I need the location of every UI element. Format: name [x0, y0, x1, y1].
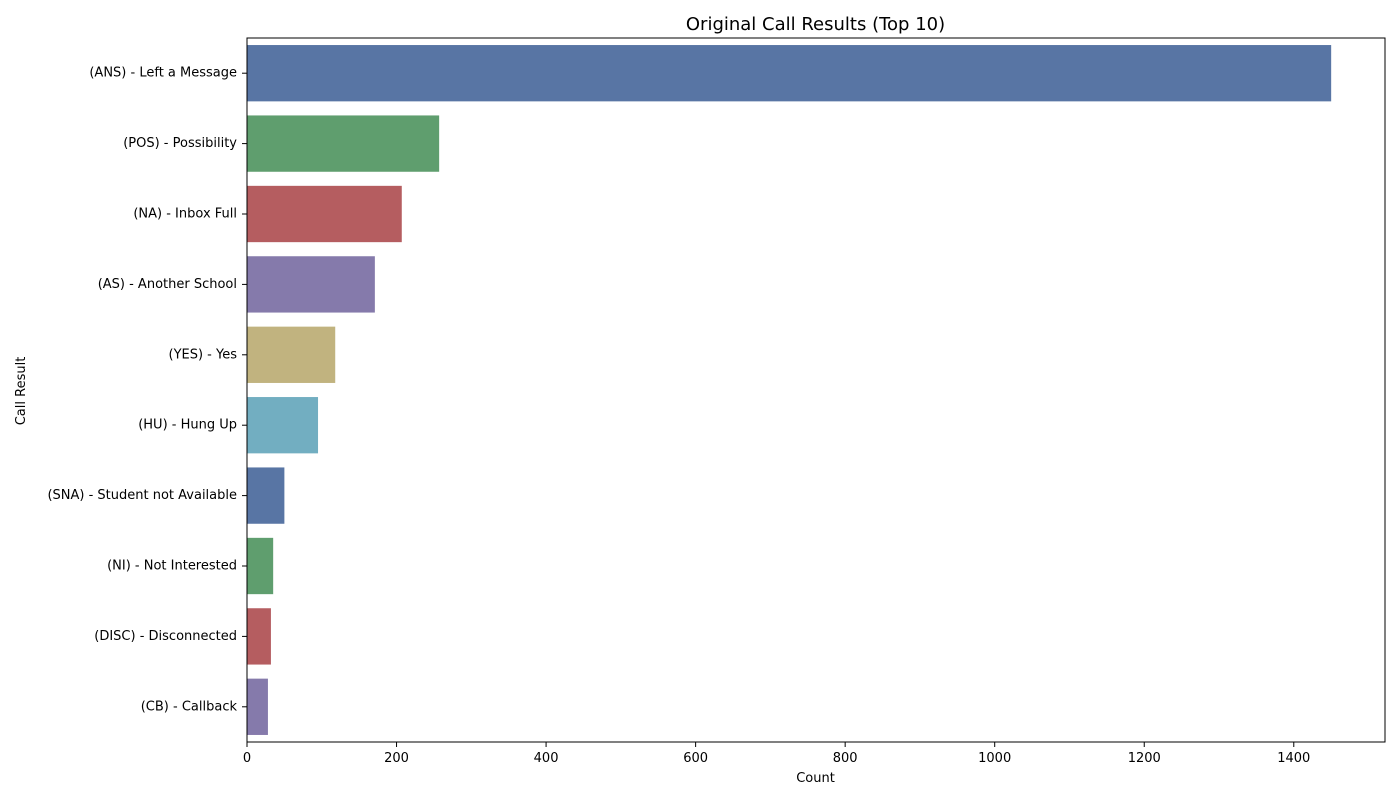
bar: [247, 467, 285, 524]
y-tick-label: (DISC) - Disconnected: [94, 629, 237, 644]
y-tick-label: (NI) - Not Interested: [107, 559, 237, 574]
y-axis-ticks: (ANS) - Left a Message (POS) - Possibilit…: [47, 66, 247, 714]
y-axis-label: Call Result: [14, 357, 29, 426]
y-tick-label: (AS) - Another School: [98, 277, 237, 292]
x-axis-ticks: 0 200 400 600 800 1000 1200 1400: [243, 742, 1310, 766]
y-tick-label: (CB) - Callback: [141, 699, 238, 714]
x-tick-label: 1000: [978, 751, 1011, 766]
x-tick-label: 0: [243, 751, 251, 766]
bar: [247, 537, 274, 595]
x-tick-label: 800: [833, 751, 858, 766]
y-tick-label: (YES) - Yes: [169, 347, 238, 362]
bar: [247, 256, 375, 313]
bar: [247, 397, 319, 454]
bar: [247, 608, 271, 665]
y-tick-label: (POS) - Possibility: [123, 136, 237, 151]
bar: [247, 45, 1332, 102]
y-tick-label: (ANS) - Left a Message: [89, 66, 237, 81]
x-axis-label: Count: [796, 771, 835, 786]
y-tick-label: (HU) - Hung Up: [138, 418, 237, 433]
bar: [247, 678, 268, 735]
chart-title: Original Call Results (Top 10): [686, 14, 945, 35]
bar: [247, 115, 440, 172]
y-tick-label: (NA) - Inbox Full: [133, 207, 237, 222]
bar: [247, 326, 336, 383]
y-tick-label: (SNA) - Student not Available: [47, 488, 237, 503]
x-tick-label: 400: [534, 751, 559, 766]
x-tick-label: 1400: [1277, 751, 1310, 766]
x-tick-label: 600: [683, 751, 708, 766]
x-tick-label: 1200: [1128, 751, 1161, 766]
x-tick-label: 200: [384, 751, 409, 766]
bar: [247, 185, 402, 243]
bars-group: [247, 45, 1332, 735]
plot-frame: [246, 37, 1386, 743]
